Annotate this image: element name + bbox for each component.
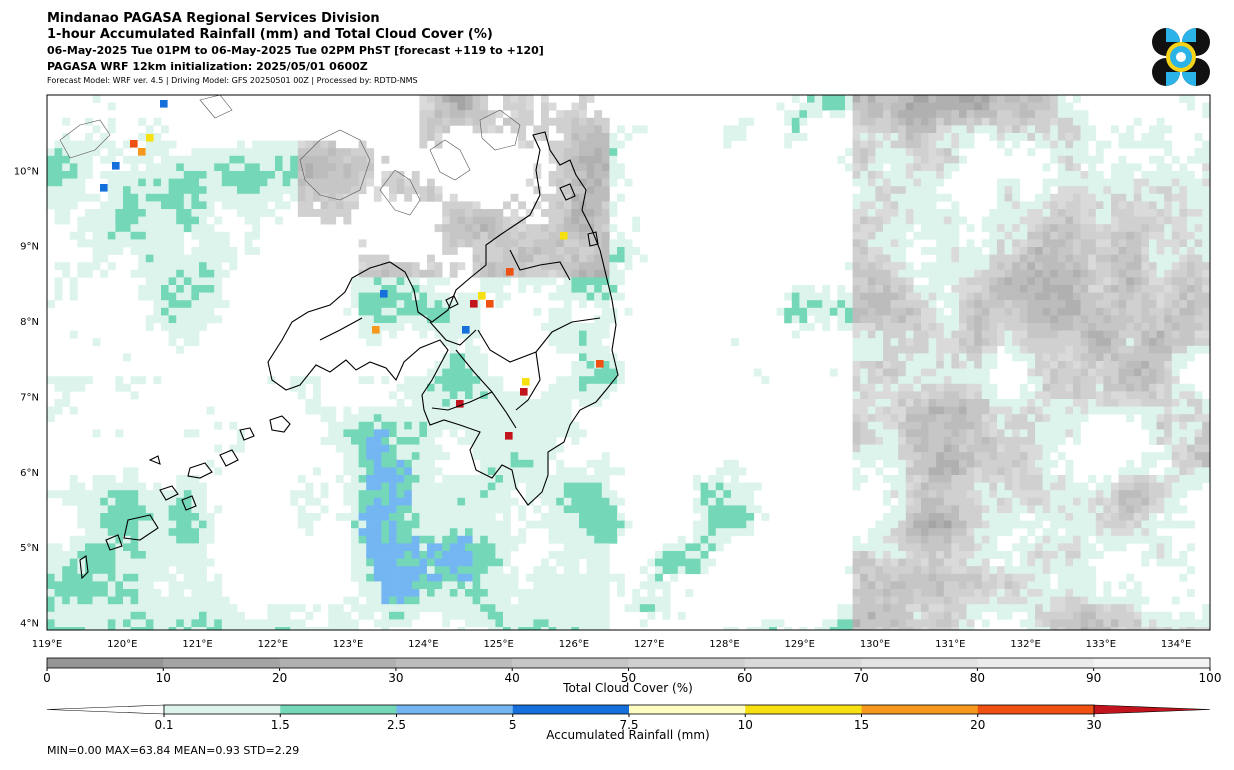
rain-colorbar-tick: 30 <box>1086 718 1101 732</box>
rain-colorbar-segment <box>396 705 514 714</box>
cloud-colorbar-label: Total Cloud Cover (%) <box>562 681 693 695</box>
cloud-colorbar-tick: 30 <box>388 671 403 685</box>
rain-colorbar-segment <box>977 705 1095 714</box>
longitude-label: 120°E <box>107 639 137 650</box>
chart-title: Mindanao PAGASA Regional Services Divisi… <box>47 11 380 26</box>
cloud-colorbar-tick: 40 <box>505 671 520 685</box>
longitude-label: 127°E <box>634 639 664 650</box>
rain-colorbar-segment <box>280 705 397 714</box>
longitude-label: 119°E <box>32 639 62 650</box>
latitude-label: 8°N <box>20 317 39 328</box>
cloud-colorbar-segment <box>395 658 513 668</box>
longitude-label: 126°E <box>559 639 589 650</box>
cloud-cover-colorbar: 0 10 20 30 40 50 60 70 80 90 100 <box>43 657 1222 685</box>
rain-colorbar-tick: 10 <box>738 718 753 732</box>
cloud-colorbar-segment <box>1093 658 1211 668</box>
longitude-label: 132°E <box>1010 639 1040 650</box>
cloud-colorbar-tick: 10 <box>156 671 171 685</box>
cloud-colorbar-segment <box>47 658 164 668</box>
longitude-label: 129°E <box>785 639 815 650</box>
cloud-colorbar-segment <box>628 658 746 668</box>
coastline <box>79 131 619 580</box>
longitude-label: 131°E <box>935 639 965 650</box>
rain-colorbar-tick: 7.5 <box>619 718 638 732</box>
valid-time: 06-May-2025 Tue 01PM to 06-May-2025 Tue … <box>47 44 544 57</box>
rainfall-colorbar: 0.1 1.5 2.5 5 7.5 10 15 20 30 <box>46 704 1211 732</box>
cloud-colorbar-tick: 70 <box>853 671 868 685</box>
cloud-colorbar-segment <box>977 658 1095 668</box>
initialization-info: PAGASA WRF 12km initialization: 2025/05/… <box>47 60 368 73</box>
longitude-label: 128°E <box>709 639 739 650</box>
longitude-label: 123°E <box>333 639 363 650</box>
rain-colorbar-under <box>46 704 165 715</box>
cloud-colorbar-segment <box>279 658 397 668</box>
latitude-label: 9°N <box>20 242 39 253</box>
cloud-colorbar-tick: 20 <box>272 671 287 685</box>
rain-colorbar-over <box>1093 704 1211 715</box>
visayas-coastline <box>59 95 521 216</box>
cloud-colorbar-tick: 80 <box>970 671 985 685</box>
cloud-colorbar-tick: 50 <box>621 671 636 685</box>
cloud-colorbar-segment <box>861 658 978 668</box>
longitude-label: 121°E <box>182 639 212 650</box>
longitude-label: 124°E <box>408 639 438 650</box>
rain-colorbar-segment <box>861 705 979 714</box>
rain-colorbar-tick: 15 <box>854 718 869 732</box>
rain-colorbar-label: Accumulated Rainfall (mm) <box>546 728 709 742</box>
map-frame <box>46 94 1211 631</box>
cloud-colorbar-segment <box>744 658 862 668</box>
rain-colorbar-segment <box>164 705 281 714</box>
cloud-colorbar-tick: 0 <box>43 671 51 685</box>
longitude-label: 130°E <box>860 639 890 650</box>
cloud-colorbar-tick: 60 <box>737 671 752 685</box>
longitude-label: 133°E <box>1086 639 1116 650</box>
longitude-label: 134°E <box>1161 639 1191 650</box>
rain-colorbar-segment <box>745 705 862 714</box>
latitude-label: 5°N <box>20 543 39 554</box>
chart-subtitle: 1-hour Accumulated Rainfall (mm) and Tot… <box>47 27 493 42</box>
rain-colorbar-segment <box>512 705 630 714</box>
statistics-summary: MIN=0.00 MAX=63.84 MEAN=0.93 STD=2.29 <box>47 744 300 757</box>
longitude-label: 122°E <box>258 639 288 650</box>
cloud-colorbar-segment <box>163 658 281 668</box>
rain-colorbar-tick: 1.5 <box>271 718 290 732</box>
latitude-label: 10°N <box>14 166 39 177</box>
rain-colorbar-tick: 5 <box>509 718 517 732</box>
pagasa-logo-icon <box>1152 28 1210 86</box>
latitude-label: 7°N <box>20 392 39 403</box>
rain-colorbar-tick: 2.5 <box>387 718 406 732</box>
longitude-label: 125°E <box>483 639 513 650</box>
latitude-label: 4°N <box>20 618 39 629</box>
model-info: Forecast Model: WRF ver. 4.5 | Driving M… <box>47 76 418 85</box>
cloud-colorbar-tick: 100 <box>1199 671 1222 685</box>
rain-colorbar-tick: 20 <box>970 718 985 732</box>
cloud-colorbar-segment <box>512 658 629 668</box>
rain-colorbar-tick: 0.1 <box>154 718 173 732</box>
latitude-label: 6°N <box>20 468 39 479</box>
cloud-colorbar-tick: 90 <box>1086 671 1101 685</box>
rain-colorbar-segment <box>629 705 746 714</box>
